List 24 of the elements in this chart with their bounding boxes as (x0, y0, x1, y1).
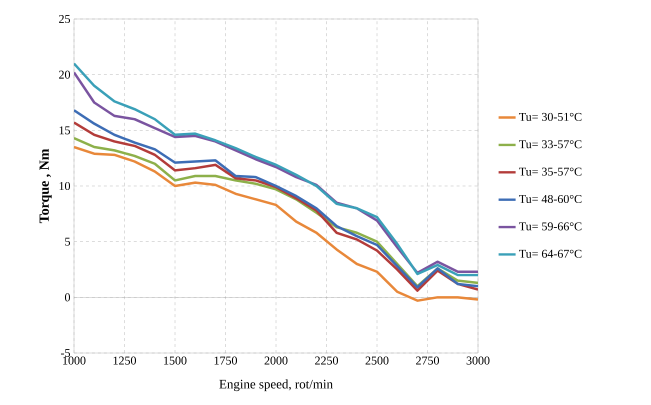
x-tick-label: 2250 (315, 356, 338, 365)
legend-label: Tu= 33-57°C (519, 140, 582, 148)
x-tick-label: 1000 (63, 356, 86, 365)
legend-label: Tu= 30-51°C (519, 112, 582, 121)
legend-label: Tu= 48-60°C (519, 194, 582, 204)
x-tick-label: 1750 (214, 356, 237, 365)
x-tick-label: 2750 (416, 356, 440, 365)
x-axis-title: Engine speed, rot/min (219, 379, 333, 392)
x-tick-label: 2000 (264, 356, 288, 365)
y-tick-label: 0 (64, 293, 70, 302)
y-tick-label: 15 (60, 126, 70, 134)
x-tick-label: 2500 (366, 356, 388, 365)
legend-label: Tu= 64-67°C (519, 250, 582, 258)
y-tick-label: 20 (59, 70, 70, 79)
x-tick-label: 3000 (466, 356, 490, 365)
y-axis-title: Torque , Nm (40, 148, 52, 224)
legend-label: Tu= 59-66°C (519, 222, 582, 230)
legend-label: Tu= 35-57°C (519, 168, 582, 176)
x-tick-label: 1500 (164, 356, 186, 365)
y-tick-label: 25 (59, 14, 70, 24)
y-tick-label: 10 (60, 182, 70, 190)
x-tick-label: 1250 (114, 356, 136, 365)
y-tick-label: 5 (65, 238, 70, 246)
y-tick-label: -5 (60, 349, 70, 357)
